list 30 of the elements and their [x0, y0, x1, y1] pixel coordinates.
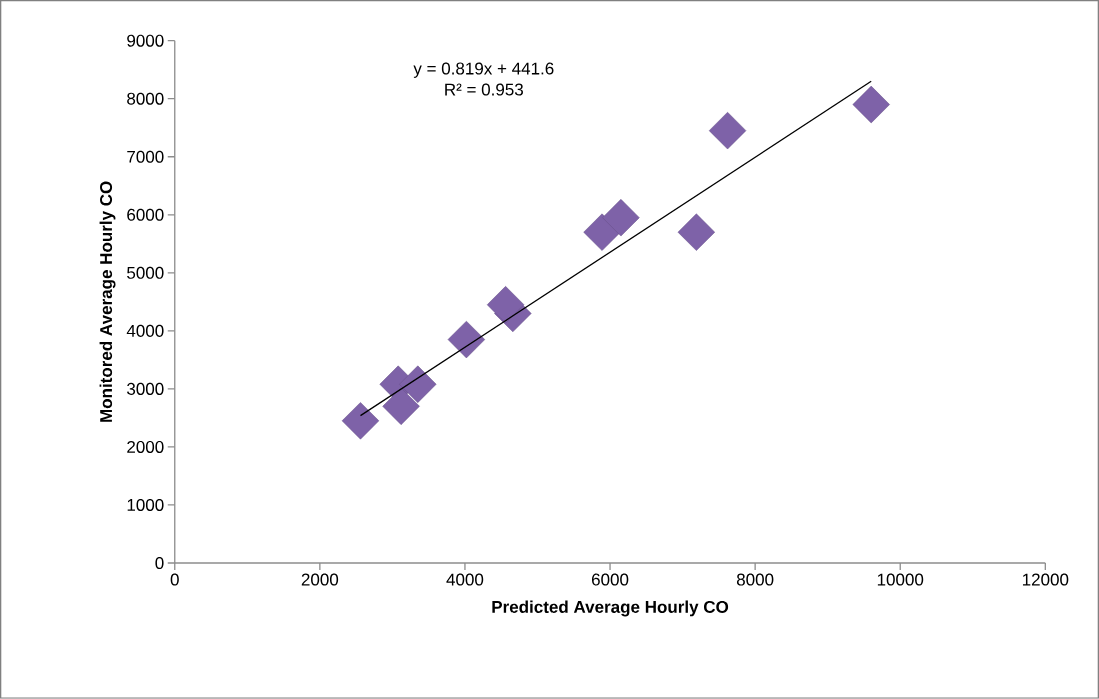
point — [399, 365, 437, 404]
x-tick-label: 0 — [170, 573, 179, 586]
annotation: R² = 0.953 — [445, 83, 523, 96]
point — [341, 402, 380, 440]
y-tick-label: 5000 — [127, 266, 164, 279]
x-axis-title: Predicted Average Hourly CO — [492, 600, 729, 617]
y-tick-label: 6000 — [127, 208, 164, 221]
x-tick-label: 12000 — [1022, 573, 1069, 586]
y-tick-label: 1000 — [127, 499, 164, 512]
y-tick-label: 8000 — [127, 92, 164, 105]
point — [486, 286, 525, 324]
y-tick-label: 2000 — [127, 441, 164, 454]
x-tick-label: 2000 — [301, 573, 339, 586]
y-tick-label: 3000 — [127, 382, 164, 396]
y-tick-label: 0 — [155, 557, 164, 570]
y-tick-label: 9000 — [127, 34, 164, 47]
y-axis-title: Monitored Average Hourly CO — [99, 181, 116, 422]
x-tick-label: 6000 — [591, 573, 629, 586]
y-tick-label: 4000 — [126, 324, 164, 338]
x-tick-label: 10000 — [877, 573, 924, 586]
x-tick-label: 8000 — [736, 573, 774, 586]
x-tick-label: 4000 — [446, 573, 484, 586]
point — [852, 86, 890, 124]
point — [708, 112, 747, 150]
point — [382, 387, 420, 426]
point — [677, 213, 716, 251]
point — [602, 199, 640, 237]
point — [447, 321, 486, 359]
y-tick-label: 7000 — [127, 150, 164, 163]
annotation: y = 0.819x + 441.6 — [413, 62, 554, 79]
